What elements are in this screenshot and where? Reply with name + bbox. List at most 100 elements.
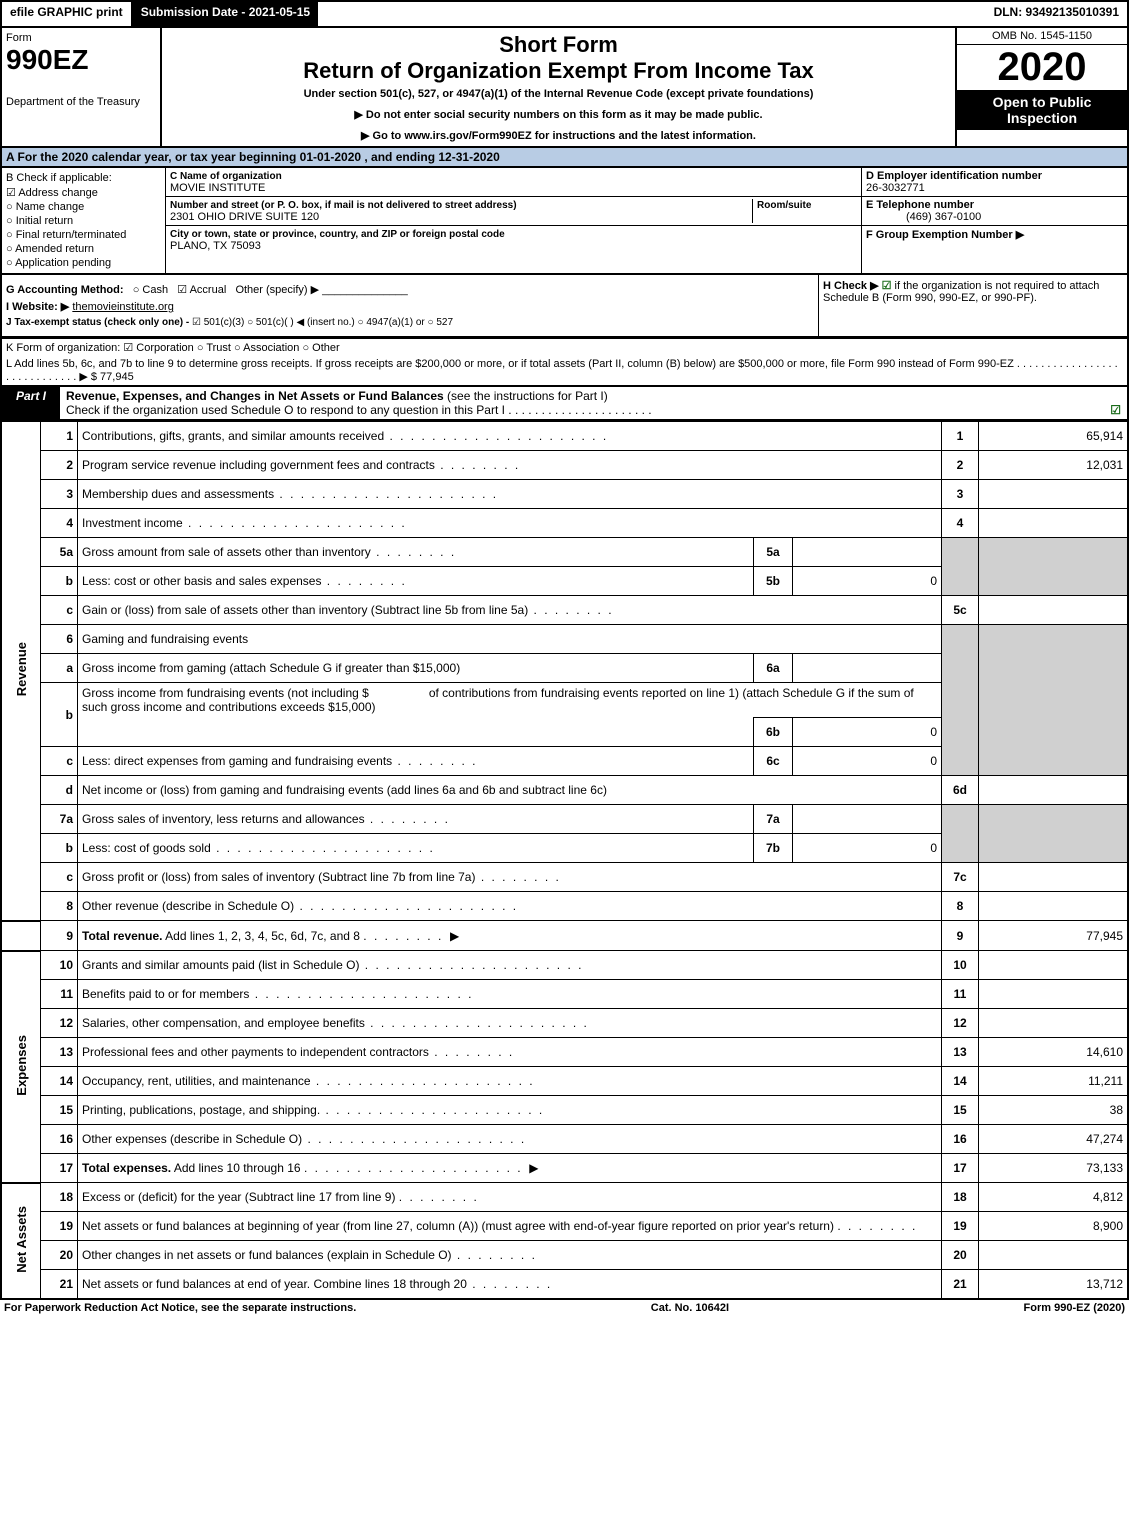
line-15-box: 15 — [942, 1096, 979, 1125]
section-subtitle: Under section 501(c), 527, or 4947(a)(1)… — [166, 88, 951, 100]
part-1-check: Check if the organization used Schedule … — [66, 403, 652, 417]
line-14-desc: Occupancy, rent, utilities, and maintena… — [82, 1074, 535, 1088]
line-2-num: 2 — [41, 451, 78, 480]
accrual-checkbox[interactable]: Accrual — [177, 284, 226, 296]
part-1-table: Revenue 1 Contributions, gifts, grants, … — [0, 421, 1129, 1300]
line-1-value: 65,914 — [979, 422, 1129, 451]
calendar-year-row: A For the 2020 calendar year, or tax yea… — [0, 148, 1129, 168]
initial-return-checkbox[interactable]: Initial return — [6, 215, 161, 227]
org-name-value: MOVIE INSTITUTE — [170, 182, 265, 194]
ssn-warning: ▶ Do not enter social security numbers o… — [166, 108, 951, 121]
catalog-number: Cat. No. 10642I — [651, 1302, 729, 1314]
line-6c-sub: 6c — [754, 747, 793, 776]
line-6d-value — [979, 776, 1129, 805]
ein-value: 26-3032771 — [866, 182, 925, 194]
final-return-checkbox[interactable]: Final return/terminated — [6, 229, 161, 241]
line-17-value: 73,133 — [979, 1154, 1129, 1183]
line-7a-sub: 7a — [754, 805, 793, 834]
line-17-num: 17 — [41, 1154, 78, 1183]
line-18-desc: Excess or (deficit) for the year (Subtra… — [82, 1190, 395, 1204]
line-14-num: 14 — [41, 1067, 78, 1096]
h-check-label: H Check ▶ — [823, 280, 879, 292]
line-13-desc: Professional fees and other payments to … — [82, 1045, 514, 1059]
line-5a-desc: Gross amount from sale of assets other t… — [82, 545, 456, 559]
line-21-box: 21 — [942, 1270, 979, 1300]
line-6-desc: Gaming and fundraising events — [78, 625, 942, 654]
instructions-link[interactable]: ▶ Go to www.irs.gov/Form990EZ for instru… — [166, 129, 951, 142]
address-change-checkbox[interactable]: Address change — [6, 186, 161, 199]
line-19-value: 8,900 — [979, 1212, 1129, 1241]
line-7a-num: 7a — [41, 805, 78, 834]
line-7c-num: c — [41, 863, 78, 892]
street-label: Number and street (or P. O. box, if mail… — [170, 200, 517, 211]
line-7c-value — [979, 863, 1129, 892]
line-6b-desc1: Gross income from fundraising events (no… — [82, 686, 369, 700]
line-3-desc: Membership dues and assessments — [82, 487, 498, 501]
b-check-label: B Check if applicable: — [6, 172, 161, 184]
line-17-box: 17 — [942, 1154, 979, 1183]
cash-checkbox[interactable]: Cash — [133, 284, 168, 296]
schedule-b-checkbox[interactable] — [882, 280, 892, 292]
line-16-value: 47,274 — [979, 1125, 1129, 1154]
part-1-title: Revenue, Expenses, and Changes in Net As… — [66, 389, 444, 403]
line-11-num: 11 — [41, 980, 78, 1009]
line-12-box: 12 — [942, 1009, 979, 1038]
form-footer-label: Form 990-EZ (2020) — [1024, 1302, 1125, 1314]
line-7b-sub: 7b — [754, 834, 793, 863]
line-6d-num: d — [41, 776, 78, 805]
line-5a-sub: 5a — [754, 538, 793, 567]
line-6c-desc: Less: direct expenses from gaming and fu… — [82, 754, 478, 768]
line-19-num: 19 — [41, 1212, 78, 1241]
527-checkbox[interactable]: 527 — [428, 317, 454, 328]
name-change-checkbox[interactable]: Name change — [6, 201, 161, 213]
expenses-sidebar: Expenses — [14, 1035, 29, 1096]
line-14-value: 11,211 — [979, 1067, 1129, 1096]
line-16-box: 16 — [942, 1125, 979, 1154]
ein-label: D Employer identification number — [866, 170, 1042, 182]
line-12-value — [979, 1009, 1129, 1038]
part-1-header: Part I Revenue, Expenses, and Changes in… — [0, 386, 1129, 421]
line-20-value — [979, 1241, 1129, 1270]
501c3-checkbox[interactable]: 501(c)(3) — [192, 317, 244, 328]
line-21-value: 13,712 — [979, 1270, 1129, 1300]
amended-return-checkbox[interactable]: Amended return — [6, 243, 161, 255]
line-1-box: 1 — [942, 422, 979, 451]
line-13-box: 13 — [942, 1038, 979, 1067]
4947-checkbox[interactable]: 4947(a)(1) or — [358, 317, 425, 328]
line-5a-subval — [793, 538, 942, 567]
line-6b-num: b — [41, 683, 78, 747]
line-10-num: 10 — [41, 951, 78, 980]
line-4-desc: Investment income — [82, 516, 407, 530]
other-method: Other (specify) ▶ — [235, 284, 319, 296]
info-grid: B Check if applicable: Address change Na… — [0, 168, 1129, 275]
line-9-desc: Total revenue. — [82, 929, 162, 943]
accounting-method-label: G Accounting Method: — [6, 284, 124, 296]
k-row: K Form of organization: ☑ Corporation ○ … — [0, 338, 1129, 356]
form-number: 990EZ — [6, 44, 156, 76]
line-5c-box: 5c — [942, 596, 979, 625]
line-3-value — [979, 480, 1129, 509]
501c-checkbox[interactable]: 501(c)( ) ◀ (insert no.) — [247, 317, 355, 328]
line-2-box: 2 — [942, 451, 979, 480]
line-16-desc: Other expenses (describe in Schedule O) — [82, 1132, 526, 1146]
line-6-num: 6 — [41, 625, 78, 654]
line-4-value — [979, 509, 1129, 538]
paperwork-notice: For Paperwork Reduction Act Notice, see … — [4, 1302, 356, 1314]
department-label: Department of the Treasury — [6, 96, 156, 108]
schedule-o-checkbox[interactable] — [1110, 403, 1121, 417]
website-value[interactable]: themovieinstitute.org — [72, 301, 174, 313]
line-15-desc: Printing, publications, postage, and shi… — [82, 1103, 544, 1117]
line-15-num: 15 — [41, 1096, 78, 1125]
line-18-value: 4,812 — [979, 1183, 1129, 1212]
line-6d-desc: Net income or (loss) from gaming and fun… — [78, 776, 942, 805]
line-21-num: 21 — [41, 1270, 78, 1300]
line-10-value — [979, 951, 1129, 980]
line-11-value — [979, 980, 1129, 1009]
line-7b-desc: Less: cost of goods sold — [82, 841, 435, 855]
line-16-num: 16 — [41, 1125, 78, 1154]
application-pending-checkbox[interactable]: Application pending — [6, 257, 161, 269]
line-1-num: 1 — [41, 422, 78, 451]
efile-print-button[interactable]: efile GRAPHIC print — [2, 2, 133, 26]
line-13-value: 14,610 — [979, 1038, 1129, 1067]
line-18-box: 18 — [942, 1183, 979, 1212]
